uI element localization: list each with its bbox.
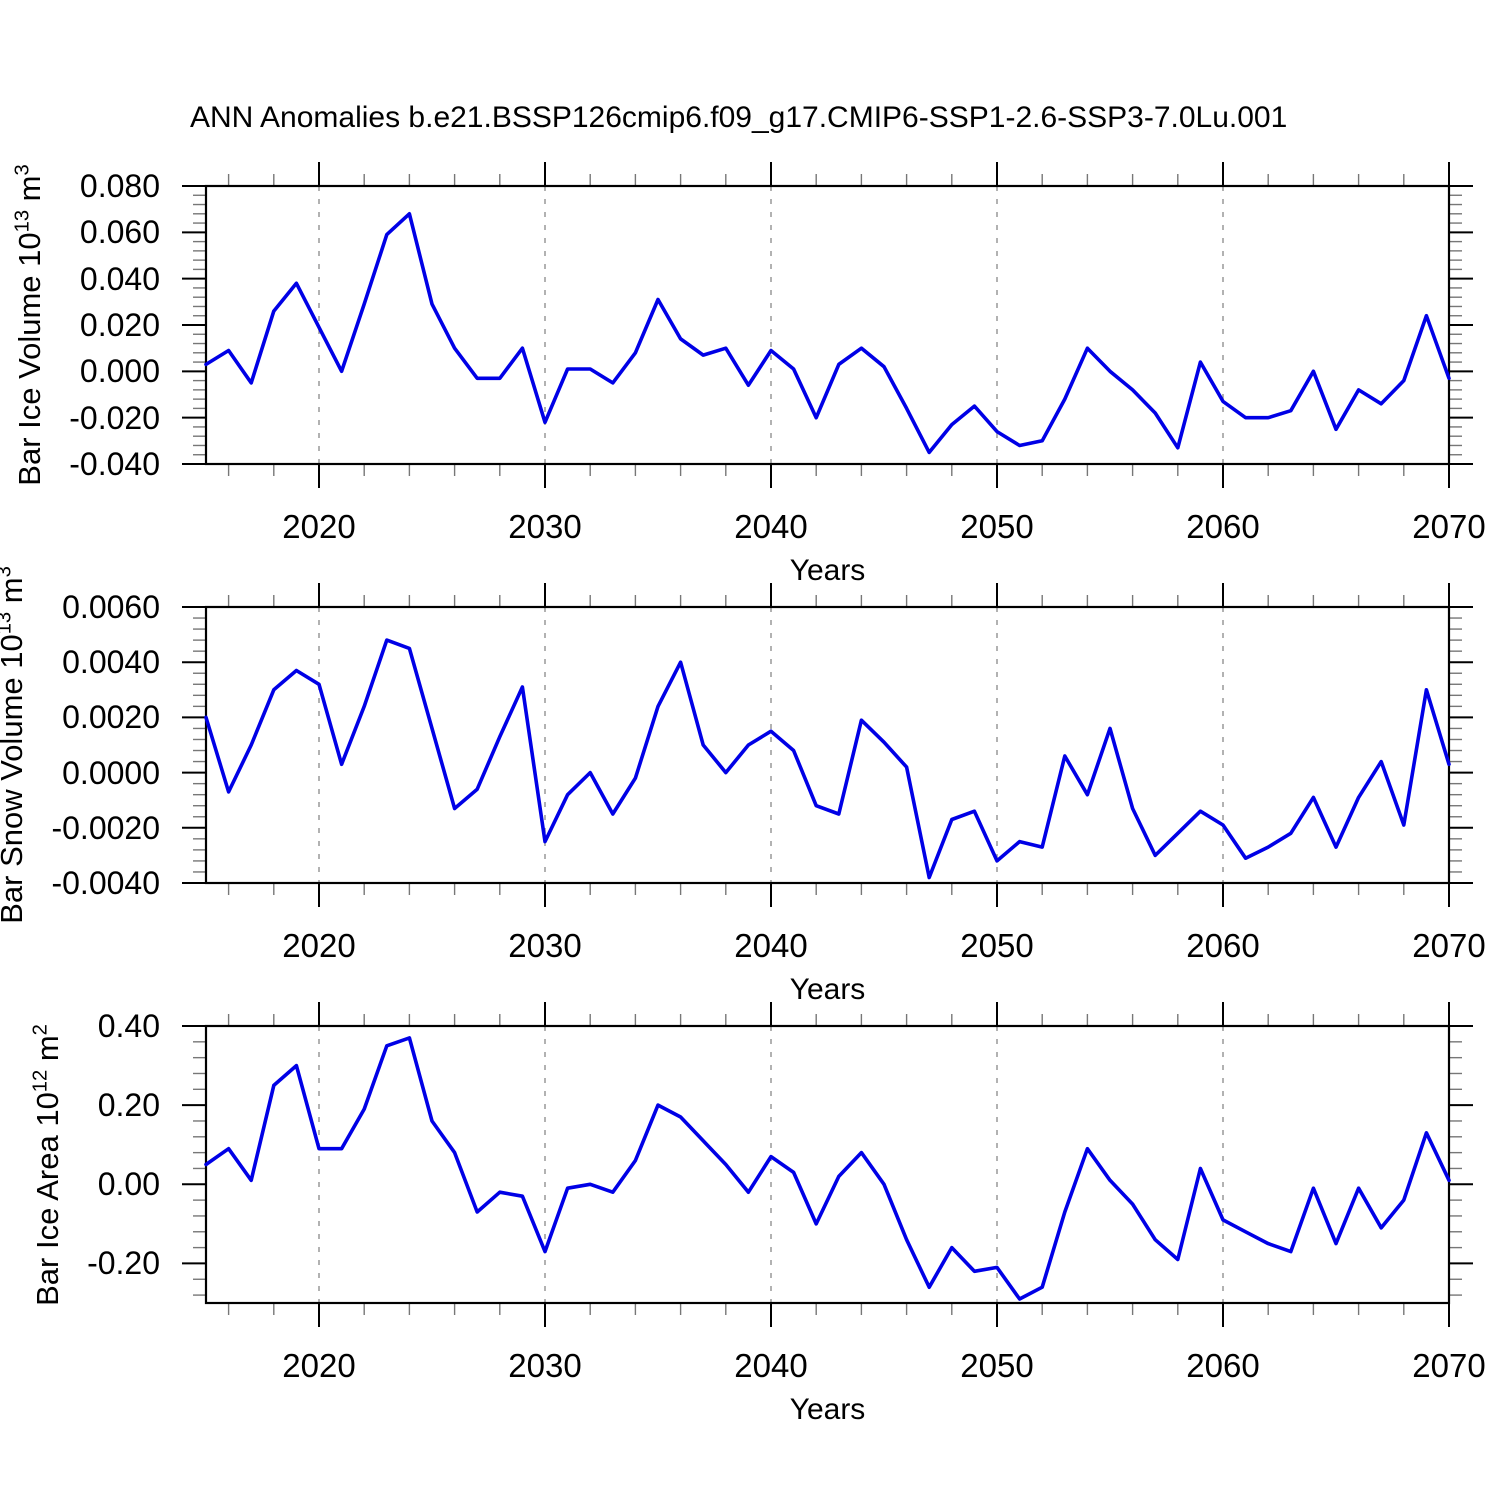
- panel-3-x-axis-title: Years: [789, 1393, 866, 1426]
- superscript: 3: [11, 164, 34, 176]
- panel-3-x-tick-label: 2070: [1412, 1347, 1486, 1384]
- panel-3-x-tick-label: 2050: [960, 1347, 1034, 1384]
- panel-1-y-tick-label: 0.080: [79, 168, 160, 204]
- panel-2-x-tick-label: 2070: [1412, 927, 1486, 964]
- panel-1-y-tick-label: -0.020: [69, 399, 160, 436]
- panel-1-y-tick-label: -0.040: [69, 446, 160, 482]
- panel-3-x-tick-label: 2060: [1186, 1347, 1260, 1384]
- superscript: 12: [29, 1069, 52, 1092]
- panel-3-y-tick-label: 0.40: [97, 1008, 160, 1044]
- panel-2-x-tick-label: 2030: [508, 927, 582, 964]
- panel-1-x-tick-label: 2030: [508, 508, 582, 545]
- panel-1-x-tick-label: 2070: [1412, 508, 1486, 545]
- panel-3-data-line-bar-ice-area: [204, 1036, 1451, 1301]
- panel-3-x-tick-label: 2040: [734, 1347, 808, 1384]
- panel-3-y-tick-label: -0.20: [87, 1245, 160, 1282]
- panel-2-data-line-bar-snow-volume: [204, 638, 1451, 880]
- panel-3-y-axis-title: Bar Ice Area 1012 m2: [29, 1023, 65, 1306]
- panel-2-y-tick-label: 0.0060: [62, 589, 160, 625]
- superscript: 13: [11, 209, 34, 233]
- panel-3-x-tick-label: 2030: [508, 1347, 582, 1384]
- panel-2-y-tick-label: 0.0040: [62, 644, 160, 681]
- panel-3-y-tick-label: 0.00: [97, 1166, 160, 1203]
- superscript: 2: [29, 1023, 52, 1035]
- panel-3-frame: [204, 1024, 1451, 1305]
- panel-1-y-tick-label: 0.040: [79, 260, 160, 297]
- panel-1-x-tick-label: 2040: [734, 508, 808, 545]
- panel-3-x-tick-label: 2020: [282, 1347, 356, 1384]
- panel-1-x-tick-label: 2060: [1186, 508, 1260, 545]
- superscript: 13: [0, 611, 16, 635]
- panel-1-y-tick-label: 0.020: [79, 307, 160, 343]
- superscript: 3: [0, 566, 16, 577]
- panel-2-y-tick-label: 0.0000: [62, 754, 160, 791]
- panel-1-x-axis-title: Years: [789, 554, 866, 587]
- panel-2-y-tick-label: -0.0040: [51, 865, 160, 901]
- panel-1-frame: [204, 184, 1451, 466]
- panel-2-y-tick-label: -0.0020: [51, 809, 160, 846]
- panel-2-x-tick-label: 2040: [734, 927, 808, 964]
- panel-1-x-tick-label: 2020: [282, 508, 356, 545]
- panel-2-x-tick-label: 2050: [960, 927, 1034, 964]
- chart-title: ANN Anomalies b.e21.BSSP126cmip6.f09_g17…: [190, 101, 1288, 134]
- panel-2-y-tick-label: 0.0020: [62, 699, 160, 736]
- panel-2-x-axis-title: Years: [789, 973, 866, 1006]
- panel-2-frame: [204, 605, 1451, 885]
- panel-1-y-tick-label: 0.060: [79, 214, 160, 251]
- panel-2-x-tick-label: 2020: [282, 927, 356, 964]
- panel-2-x-tick-label: 2060: [1186, 927, 1260, 964]
- panel-1-y-tick-label: 0.000: [79, 353, 160, 390]
- panel-1-data-line-bar-ice-volume: [204, 212, 1451, 455]
- panel-1-x-tick-label: 2050: [960, 508, 1034, 545]
- panel-3-y-tick-label: 0.20: [97, 1087, 160, 1124]
